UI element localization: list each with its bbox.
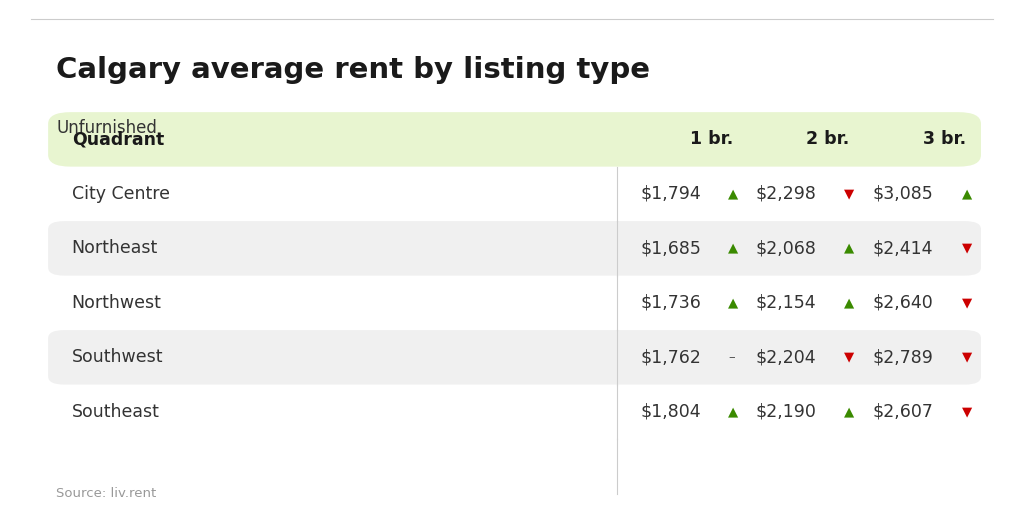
Text: ▼: ▼ bbox=[962, 296, 972, 309]
Text: $2,414: $2,414 bbox=[872, 239, 934, 258]
Text: $1,736: $1,736 bbox=[640, 294, 701, 312]
Text: $2,068: $2,068 bbox=[756, 239, 816, 258]
Text: Southeast: Southeast bbox=[72, 403, 160, 421]
Text: $1,762: $1,762 bbox=[640, 348, 701, 367]
Text: ▲: ▲ bbox=[962, 187, 972, 200]
Text: $2,607: $2,607 bbox=[872, 403, 934, 421]
Text: ▼: ▼ bbox=[844, 187, 854, 200]
Text: $3,085: $3,085 bbox=[872, 185, 934, 203]
Text: 2 br.: 2 br. bbox=[806, 130, 849, 149]
Text: 3 br.: 3 br. bbox=[923, 130, 967, 149]
FancyBboxPatch shape bbox=[48, 112, 981, 167]
Text: ▼: ▼ bbox=[844, 351, 854, 364]
Text: ▲: ▲ bbox=[728, 405, 738, 418]
Text: $2,298: $2,298 bbox=[756, 185, 816, 203]
Text: –: – bbox=[728, 351, 735, 364]
Text: $2,204: $2,204 bbox=[756, 348, 816, 367]
Text: Southwest: Southwest bbox=[72, 348, 163, 367]
Text: $2,640: $2,640 bbox=[872, 294, 934, 312]
Text: ▲: ▲ bbox=[844, 405, 854, 418]
Text: Calgary average rent by listing type: Calgary average rent by listing type bbox=[56, 56, 650, 84]
Text: ▲: ▲ bbox=[728, 242, 738, 255]
Text: Northeast: Northeast bbox=[72, 239, 158, 258]
FancyBboxPatch shape bbox=[48, 330, 981, 385]
Text: ▼: ▼ bbox=[962, 405, 972, 418]
Text: $2,789: $2,789 bbox=[872, 348, 934, 367]
Text: Unfurnished: Unfurnished bbox=[56, 119, 158, 137]
FancyBboxPatch shape bbox=[48, 221, 981, 276]
Text: $2,190: $2,190 bbox=[756, 403, 816, 421]
Text: $2,154: $2,154 bbox=[756, 294, 816, 312]
Text: $1,685: $1,685 bbox=[640, 239, 701, 258]
Text: City Centre: City Centre bbox=[72, 185, 170, 203]
Text: ▲: ▲ bbox=[844, 296, 854, 309]
Text: 1 br.: 1 br. bbox=[690, 130, 733, 149]
Text: Source: liv.rent: Source: liv.rent bbox=[56, 487, 157, 500]
Text: Quadrant: Quadrant bbox=[72, 130, 164, 149]
Text: $1,794: $1,794 bbox=[640, 185, 701, 203]
Text: ▲: ▲ bbox=[728, 296, 738, 309]
Text: ▼: ▼ bbox=[962, 351, 972, 364]
Text: $1,804: $1,804 bbox=[640, 403, 701, 421]
Text: Northwest: Northwest bbox=[72, 294, 162, 312]
Text: ▲: ▲ bbox=[844, 242, 854, 255]
Text: ▼: ▼ bbox=[962, 242, 972, 255]
Text: ▲: ▲ bbox=[728, 187, 738, 200]
